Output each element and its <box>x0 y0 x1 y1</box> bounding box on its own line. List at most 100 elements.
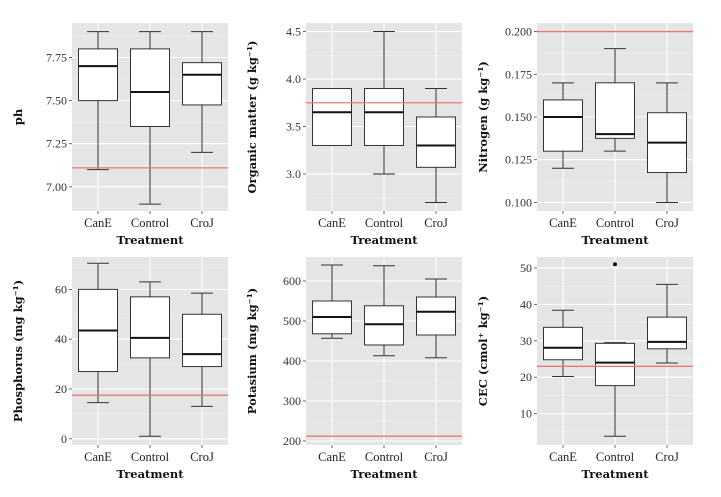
y-tick-label: 200 <box>283 434 301 448</box>
x-tick-label: CanE <box>84 450 112 464</box>
iqr-box <box>364 305 404 346</box>
x-tick-label: CroJ <box>190 450 214 464</box>
x-axis-title: Treatment <box>350 467 418 481</box>
x-tick-label: Control <box>131 216 170 230</box>
x-tick-label: CroJ <box>424 450 448 464</box>
x-axis-title: Treatment <box>581 467 649 481</box>
x-tick-label: Control <box>131 450 170 464</box>
nitrogen-chart: 0.100 0.125 0.150 0.175 0.200 CanE Control CroJ… <box>476 23 693 247</box>
iqr-box <box>182 62 222 106</box>
x-tick-label: Control <box>365 216 404 230</box>
box-croj <box>416 88 456 203</box>
x-tick-label: CanE <box>549 450 577 464</box>
y-tick-label: 0.200 <box>505 25 532 39</box>
x-tick-label: Control <box>365 450 404 464</box>
iqr-box <box>595 342 635 387</box>
y-tick-label: 7.75 <box>46 50 67 64</box>
x-tick-label: CroJ <box>190 216 214 230</box>
box-control <box>364 31 404 175</box>
x-tick-label: CroJ <box>655 216 679 230</box>
y-tick-label: 3.5 <box>286 119 301 133</box>
iqr-box <box>182 313 222 368</box>
y-tick-label: 4.5 <box>286 25 301 39</box>
iqr-box <box>312 88 352 146</box>
y-tick-label: 600 <box>283 274 301 288</box>
iqr-box <box>543 99 583 152</box>
x-axis-title: Treatment <box>116 233 184 247</box>
y-tick-label: 0.175 <box>505 67 532 81</box>
box-control <box>130 31 170 205</box>
iqr-box <box>595 82 635 139</box>
iqr-box <box>130 48 170 127</box>
panel-ph: 7.00 7.25 7.50 7.75 CanE Control CroJ Treatment… <box>0 0 240 250</box>
y-tick-label: 40 <box>55 332 67 346</box>
box-control <box>130 281 170 437</box>
ph-chart: 7.00 7.25 7.50 7.75 CanE Control CroJ Treatment… <box>11 23 228 247</box>
y-tick-label: 20 <box>520 370 532 384</box>
y-axis-title: Organic matter (g kg⁻¹) <box>245 41 259 194</box>
iqr-box <box>78 48 118 102</box>
x-axis-title: Treatment <box>581 233 649 247</box>
panel-organic-matter: 3.0 3.5 4.0 4.5 CanE Control CroJ Treatment Orga… <box>0 0 480 250</box>
x-tick-label: CanE <box>549 216 577 230</box>
phosphorus-chart: 0 20 40 60 CanE Control CroJ Treatment Phosphoru… <box>11 257 228 481</box>
y-tick-label: 500 <box>283 314 301 328</box>
iqr-box <box>416 296 456 336</box>
y-tick-label: 7.00 <box>46 180 67 194</box>
box-croj <box>416 278 456 359</box>
x-tick-label: CanE <box>318 450 346 464</box>
panel-phosphorus: 0 20 40 60 CanE Control CroJ Treatment Phosphoru… <box>0 0 240 497</box>
x-tick-label: Control <box>596 216 635 230</box>
x-tick-label: CanE <box>84 216 112 230</box>
box-croj <box>182 31 222 153</box>
x-axis-title: Treatment <box>350 233 418 247</box>
y-tick-label: 400 <box>283 354 301 368</box>
x-tick-label: CroJ <box>655 450 679 464</box>
box-croj <box>647 283 687 364</box>
box-cane <box>543 309 583 378</box>
y-axis-title: CEC (cmol⁺ kg⁻¹) <box>476 296 490 406</box>
iqr-box <box>130 296 170 359</box>
panel-nitrogen: 0.100 0.125 0.150 0.175 0.200 CanE Control CroJ… <box>476 23 693 247</box>
iqr-box <box>416 116 456 168</box>
y-tick-label: 7.25 <box>46 137 67 151</box>
y-tick-label: 60 <box>55 282 67 296</box>
y-axis-title: ph <box>11 108 25 125</box>
potassium-chart: 200 300 400 500 600 CanE Control CroJ Treatment P… <box>245 257 462 481</box>
x-tick-label: CroJ <box>424 216 448 230</box>
panel-potassium: 200 300 400 500 600 CanE Control CroJ Treatment P… <box>245 257 462 481</box>
x-tick-label: Control <box>596 450 635 464</box>
iqr-box <box>647 316 687 350</box>
iqr-box <box>543 326 583 361</box>
y-axis-title: Potasium (mg kg⁻¹) <box>245 288 259 414</box>
outlier-point <box>613 262 617 267</box>
x-axis-title: Treatment <box>116 467 184 481</box>
box-cane <box>78 31 118 171</box>
box-croj <box>182 292 222 407</box>
y-tick-label: 30 <box>520 334 532 348</box>
y-tick-label: 4.0 <box>286 72 301 86</box>
box-cane <box>312 88 352 146</box>
box-control <box>595 262 635 437</box>
y-tick-label: 300 <box>283 394 301 408</box>
box-cane <box>312 264 352 339</box>
y-axis-title: Phosphorus (mg kg⁻¹) <box>11 280 25 422</box>
box-croj <box>647 82 687 203</box>
y-tick-label: 20 <box>55 382 67 396</box>
box-cane <box>78 262 118 404</box>
x-tick-label: CanE <box>318 216 346 230</box>
box-control <box>364 265 404 357</box>
y-tick-label: 10 <box>520 407 532 421</box>
y-tick-label: 0.100 <box>505 195 532 209</box>
iqr-box <box>364 88 404 146</box>
y-axis-title: Nitrogen (g kg⁻¹) <box>476 61 490 173</box>
y-tick-label: 40 <box>520 297 532 311</box>
box-cane <box>543 82 583 169</box>
y-tick-label: 0 <box>61 432 67 446</box>
organic-matter-chart: 3.0 3.5 4.0 4.5 CanE Control CroJ Treatment Orga… <box>245 23 462 247</box>
y-tick-label: 3.0 <box>286 167 301 181</box>
y-tick-label: 50 <box>520 261 532 275</box>
y-tick-label: 0.150 <box>505 110 532 124</box>
